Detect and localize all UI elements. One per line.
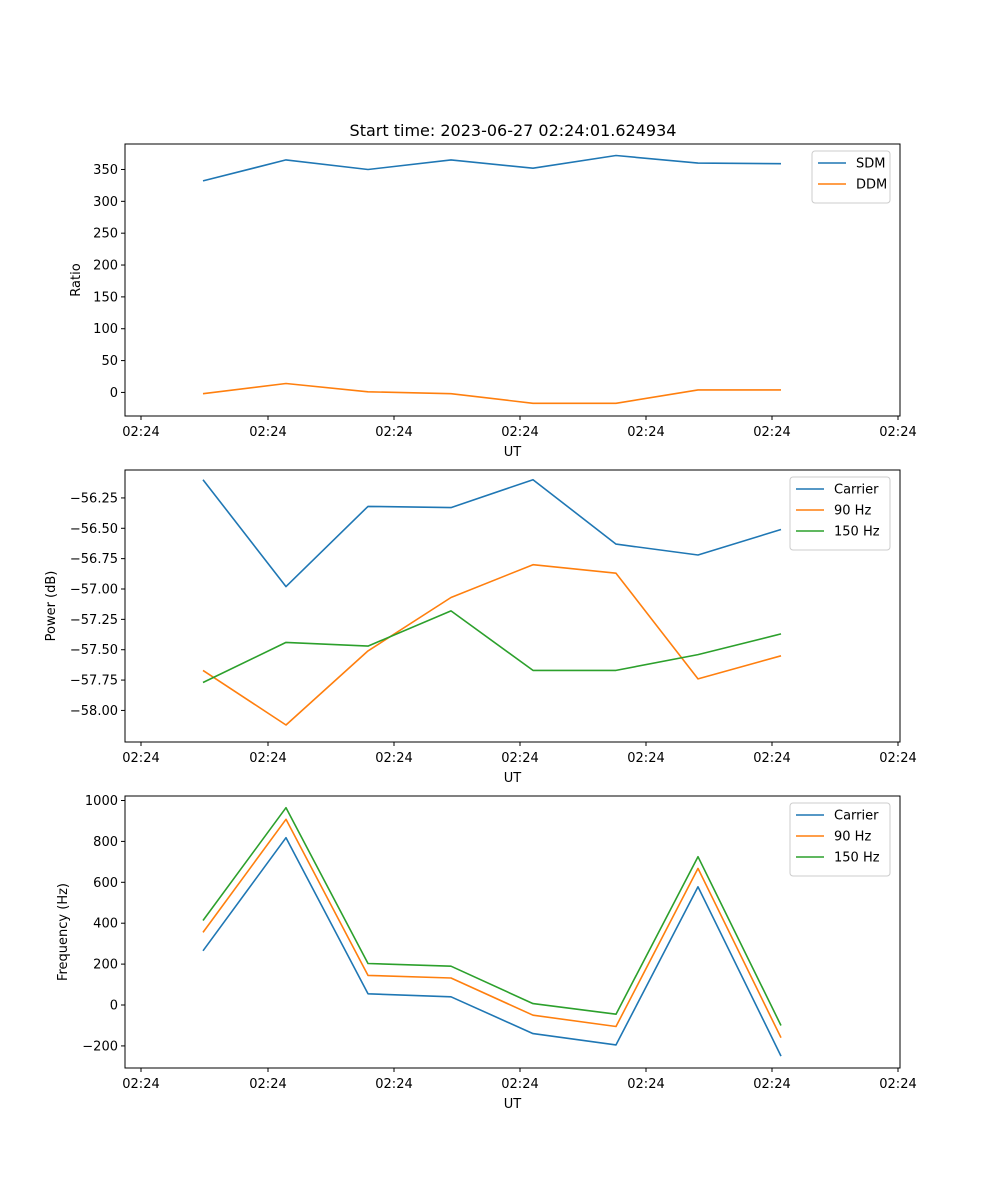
x-tick-label: 02:24 [627,751,664,766]
legend-box [811,150,891,204]
y-tick-label: 100 [93,322,118,337]
y-tick-label: 0 [110,386,118,401]
series-line-sdm [202,154,782,182]
y-tick-label: 200 [93,259,118,274]
chart-panel-1: 02:24 02:24 02:24 02:24 02:24 02:24 02:24 UT 0 50… [69,143,917,460]
x-tick-label: 02:24 [375,425,412,440]
series-line-90-hz [202,563,782,726]
x-tick-label: 02:24 [627,425,664,440]
y-tick-label: −57.75 [70,674,118,689]
y-tick-label: 800 [93,835,118,850]
x-tick-label: 02:24 [249,751,286,766]
x-tick-label: 02:24 [879,751,916,766]
y-tick-label: −56.25 [70,491,118,506]
y-axis-label: Ratio [69,263,84,296]
y-tick-label: −57.50 [70,643,118,658]
x-tick-label: 02:24 [249,425,286,440]
chart-panel-2: 02:24 02:24 02:24 02:24 02:24 02:24 02:24 UT −58… [44,469,917,786]
y-tick-label: 1000 [85,794,118,809]
legend: Carrier 90 Hz 150 Hz [789,802,891,877]
legend-label: SDM [856,157,885,172]
y-tick-label: 400 [93,917,118,932]
legend-label: 90 Hz [834,504,871,519]
y-tick-label: −58.00 [70,704,118,719]
series-line-carrier [202,836,782,1057]
series-line-carrier [202,478,782,588]
axes-frame [124,795,901,1069]
y-tick-label: −200 [82,1039,118,1054]
y-tick-label: −56.75 [70,552,118,567]
y-tick-label: 50 [101,354,118,369]
x-axis-label: UT [504,1097,522,1112]
chart-title: Start time: 2023-06-27 02:24:01.624934 [350,121,677,140]
x-tick-label: 02:24 [501,425,538,440]
y-tick-label: −57.00 [70,583,118,598]
series-line-150-hz [202,806,782,1026]
y-tick-label: −57.25 [70,613,118,628]
legend: Carrier 90 Hz 150 Hz [789,476,891,551]
legend-label: 90 Hz [834,830,871,845]
x-tick-label: 02:24 [627,1077,664,1092]
y-tick-label: 300 [93,195,118,210]
x-tick-label: 02:24 [375,1077,412,1092]
y-tick-label: 250 [93,227,118,242]
x-tick-label: 02:24 [375,751,412,766]
x-axis-label: UT [504,445,522,460]
legend-label: Carrier [834,483,879,498]
x-tick-label: 02:24 [879,425,916,440]
series-line-150-hz [202,610,782,684]
y-tick-label: −56.50 [70,522,118,537]
x-tick-label: 02:24 [122,751,159,766]
x-tick-label: 02:24 [249,1077,286,1092]
legend-label: 150 Hz [834,851,880,866]
y-tick-label: 150 [93,290,118,305]
y-axis-label: Frequency (Hz) [56,883,71,981]
legend-label: DDM [856,178,887,193]
x-tick-label: 02:24 [501,751,538,766]
x-tick-label: 02:24 [879,1077,916,1092]
x-tick-label: 02:24 [501,1077,538,1092]
x-axis-label: UT [504,771,522,786]
x-tick-label: 02:24 [122,1077,159,1092]
x-tick-label: 02:24 [122,425,159,440]
legend: SDM DDM [811,150,891,204]
x-tick-label: 02:24 [753,425,790,440]
y-tick-label: 0 [110,999,118,1014]
series-line-90-hz [202,818,782,1039]
legend-label: Carrier [834,809,879,824]
y-tick-label: 600 [93,876,118,891]
chart-panel-3: 02:24 02:24 02:24 02:24 02:24 02:24 02:24 UT −20… [56,794,917,1112]
legend-label: 150 Hz [834,525,880,540]
y-tick-label: 200 [93,958,118,973]
y-tick-label: 350 [93,163,118,178]
y-axis-label: Power (dB) [44,571,59,642]
x-tick-label: 02:24 [753,751,790,766]
axes-frame [124,143,901,417]
axes-frame [124,469,901,743]
x-tick-label: 02:24 [753,1077,790,1092]
series-line-ddm [202,382,781,405]
